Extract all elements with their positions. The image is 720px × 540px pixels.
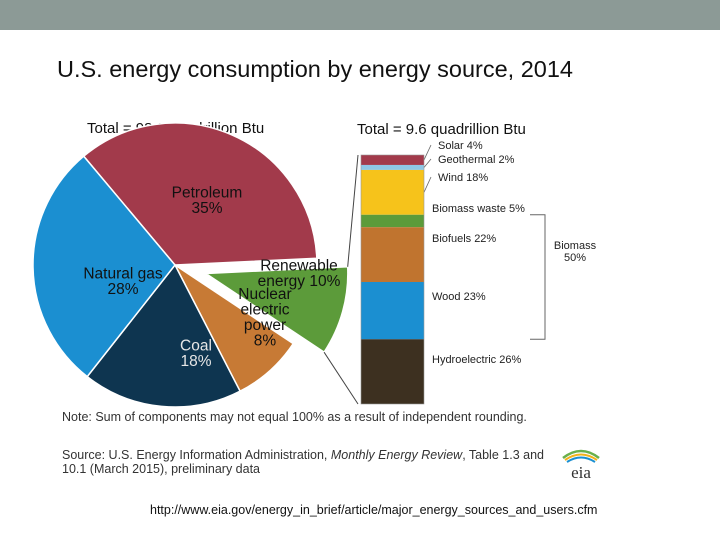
source-citation: Source: U.S. Energy Information Administ… [62, 448, 562, 476]
pie-label: 18% [180, 353, 211, 370]
source-title: Monthly Energy Review [330, 448, 463, 462]
leader-line [423, 144, 432, 161]
bracket-label: Biomass [554, 240, 597, 252]
bar-segment-label: Wood 23% [432, 291, 486, 303]
page-title: U.S. energy consumption by energy source… [57, 56, 573, 82]
header-band [0, 0, 720, 30]
bar-segment-label: Solar 4% [438, 140, 483, 152]
pie-label: Coal [180, 337, 212, 354]
eia-logo: eia [562, 449, 600, 482]
pie-label: power [244, 317, 286, 334]
connector-line [347, 154, 359, 267]
bar-segment-label: Geothermal 2% [438, 154, 515, 166]
pie-slice [86, 263, 242, 408]
pie-label: Nuclear [238, 286, 291, 303]
source-url: http://www.eia.gov/energy_in_brief/artic… [150, 503, 598, 517]
pie-label: Renewable [260, 257, 338, 274]
bar-segment [361, 169, 424, 215]
bar-outline [360, 154, 425, 405]
bar-segment [361, 281, 424, 340]
bar-segment-label: Wind 18% [438, 172, 488, 184]
pie-label: electric [240, 301, 289, 318]
pie-label: Petroleum [172, 184, 243, 201]
bar-total-label: Total = 9.6 quadrillion Btu [357, 121, 526, 138]
bracket-label: 50% [564, 252, 586, 264]
pie-label: energy 10% [258, 273, 341, 290]
pie-slice [32, 155, 176, 378]
biomass-bracket [530, 214, 546, 340]
bar-segment-label: Hydroelectric 26% [432, 354, 521, 366]
logo-arc-green [562, 449, 600, 460]
bar-segment [361, 164, 424, 170]
leader-line [423, 158, 432, 168]
pie-slice [82, 122, 318, 266]
pie-slice [203, 265, 349, 354]
logo-arc-yellow [564, 453, 598, 461]
bar-segment [361, 227, 424, 282]
bar-segment [361, 155, 424, 165]
pie-label: 28% [107, 281, 138, 298]
footnote: Note: Sum of components may not equal 10… [62, 410, 527, 424]
source-prefix: Source: U.S. Energy Information Administ… [62, 448, 331, 462]
leader-line [423, 176, 432, 193]
bar-segment-label: Biomass waste 5% [432, 203, 525, 215]
bar-segment-label: Biofuels 22% [432, 233, 496, 245]
pie-label: 35% [191, 200, 222, 217]
connector-line [323, 351, 359, 405]
pie-label: 8% [254, 332, 277, 349]
logo-text: eia [571, 463, 591, 482]
bar-segment [361, 339, 424, 404]
source-suffix: , Table 1.3 and 10.1 (March 2015), preli… [62, 448, 544, 476]
logo-arc-blue [566, 456, 596, 463]
pie-label: Natural gas [83, 265, 163, 282]
bar-segment [361, 214, 424, 228]
